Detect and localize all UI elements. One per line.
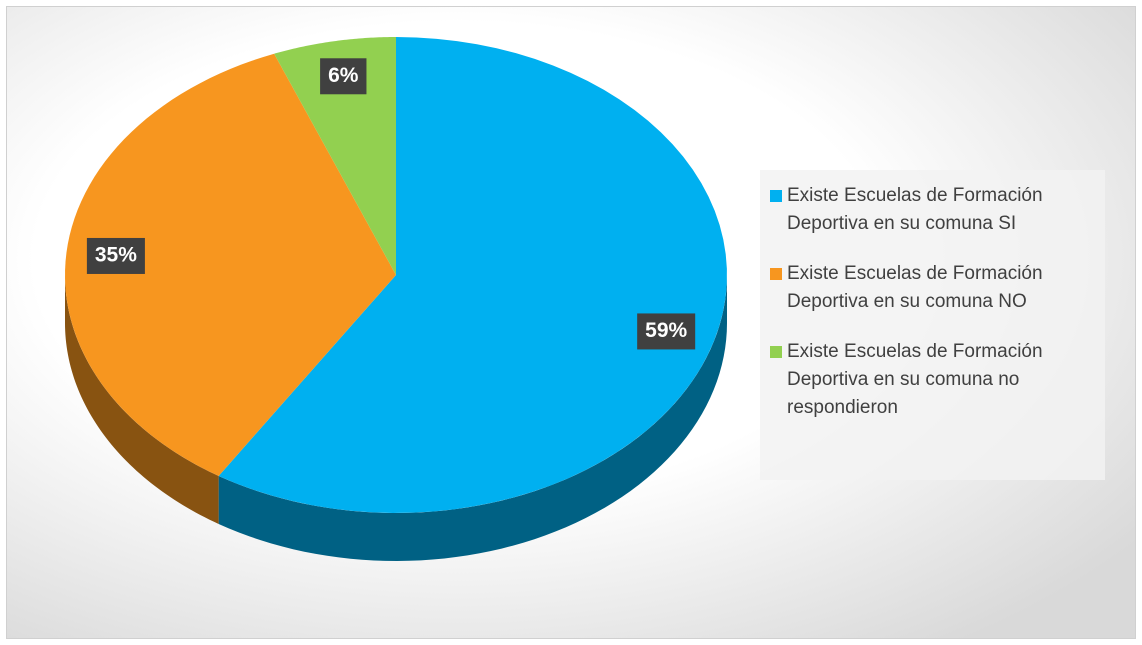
legend-item: Existe Escuelas de Formación Deportiva e… [768,182,1097,238]
slice-side [218,275,727,561]
data-label-box [320,58,367,95]
data-label: 6% [328,64,359,87]
pie-slice [218,37,727,513]
legend-swatch [770,190,782,202]
legend-label: Existe Escuelas de Formación Deportiva e… [787,185,1043,234]
legend-label: Existe Escuelas de Formación Deportiva e… [787,341,1043,418]
legend-swatch [770,268,782,280]
legend-label: Existe Escuelas de Formación Deportiva e… [787,263,1043,312]
data-label-box [86,237,145,274]
pie-slice [65,53,396,476]
legend-swatch [770,346,782,358]
legend-item: Existe Escuelas de Formación Deportiva e… [768,260,1097,316]
slice-side [65,275,219,524]
data-label-box [637,313,696,350]
pie-slice [274,37,396,275]
data-label: 35% [95,244,137,267]
legend-item: Existe Escuelas de Formación Deportiva e… [768,338,1097,422]
legend: Existe Escuelas de Formación Deportiva e… [760,170,1105,480]
pie: 59% 35% 6% [65,37,727,561]
data-label: 59% [645,319,687,342]
